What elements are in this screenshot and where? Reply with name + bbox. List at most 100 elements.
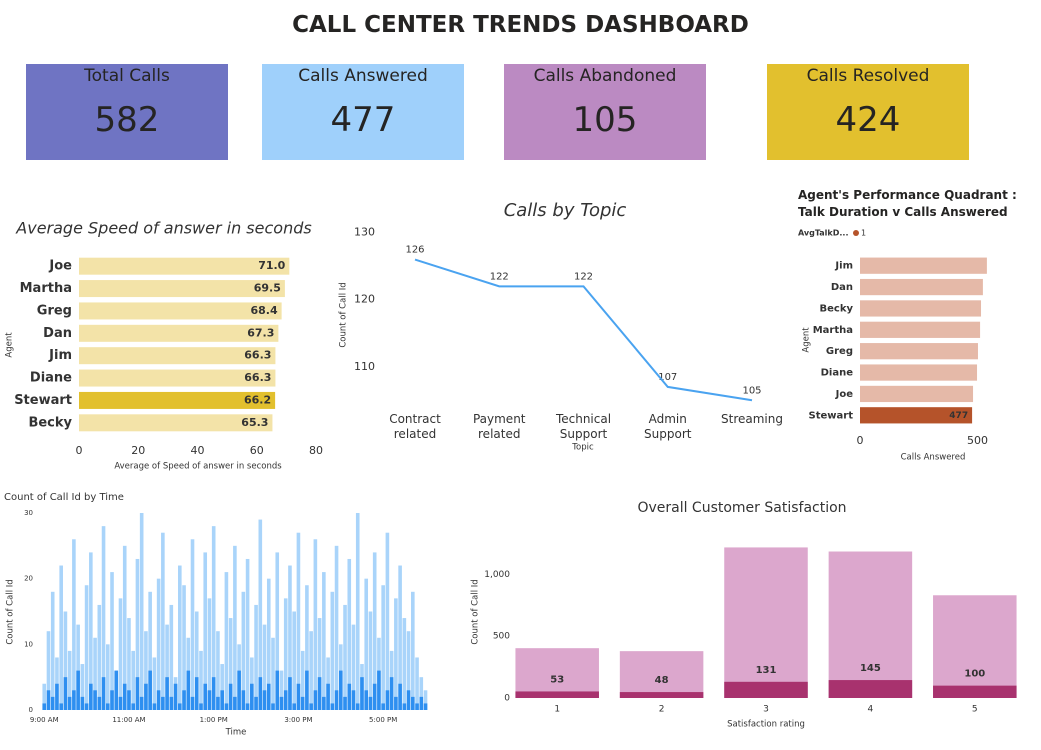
bar <box>398 683 402 710</box>
bar <box>161 696 165 710</box>
y-tick-label: Becky <box>28 415 72 430</box>
y-tick-label: 130 <box>354 226 375 239</box>
legend-title: AvgTalkD... <box>798 229 849 238</box>
y-tick-label: 500 <box>493 632 510 642</box>
bar <box>334 545 339 710</box>
y-tick-label: Joe <box>835 389 854 400</box>
bar <box>72 690 76 710</box>
x-tick-label: 0 <box>857 434 864 447</box>
bar <box>347 558 352 710</box>
bar <box>203 552 208 710</box>
bar <box>101 677 106 710</box>
bar <box>59 703 63 710</box>
bar <box>233 545 237 710</box>
bar <box>84 703 89 710</box>
chart-title: Average Speed of answer in seconds <box>15 219 311 238</box>
bar <box>619 651 704 698</box>
y-tick-label: Jim <box>834 261 853 272</box>
bar <box>279 670 284 710</box>
bar <box>178 703 182 710</box>
bar <box>139 696 144 710</box>
bar <box>355 513 360 710</box>
data-label: 145 <box>860 663 881 674</box>
x-tick-label: 60 <box>250 444 264 457</box>
kpi-label: Calls Resolved <box>806 66 930 86</box>
y-tick-label: Joe <box>48 259 72 274</box>
bar <box>131 703 136 710</box>
bar <box>334 690 339 710</box>
data-label: 107 <box>658 372 677 383</box>
bar <box>860 257 987 274</box>
bar <box>292 611 296 710</box>
bar <box>186 670 191 710</box>
bar <box>250 683 254 710</box>
y-tick-label: Dan <box>43 326 72 341</box>
bar <box>165 624 169 710</box>
bar <box>228 683 233 710</box>
bar <box>110 572 114 710</box>
bar <box>300 650 305 710</box>
bar <box>194 677 199 710</box>
bar <box>93 637 97 710</box>
kpi-label: Calls Answered <box>298 66 428 86</box>
bar <box>101 526 106 710</box>
bar <box>55 683 59 710</box>
bar <box>67 650 72 710</box>
bar <box>406 631 411 710</box>
bar <box>144 683 148 710</box>
bar <box>203 683 208 710</box>
bar <box>50 696 55 710</box>
bar <box>254 696 258 710</box>
bar <box>118 696 123 710</box>
bar <box>105 644 110 710</box>
bar <box>266 578 271 710</box>
bar <box>309 703 313 710</box>
bar <box>317 677 322 710</box>
bar <box>389 677 394 710</box>
kpi-value: 582 <box>94 100 160 140</box>
bar <box>254 604 258 710</box>
bar <box>423 703 428 710</box>
bar <box>275 552 280 710</box>
x-tick-label: 1 <box>554 705 560 715</box>
bar <box>385 532 390 710</box>
bar <box>245 558 250 710</box>
x-tick-label: 3 <box>763 705 769 715</box>
bar <box>84 585 89 710</box>
bar <box>330 591 335 710</box>
bar <box>381 703 385 710</box>
x-tick-label: 500 <box>967 434 988 447</box>
bar <box>271 637 275 710</box>
bar <box>262 690 267 710</box>
bar <box>419 696 424 710</box>
bar <box>423 690 428 710</box>
y-tick-label: 20 <box>24 575 33 583</box>
y-axis-title: Agent <box>802 327 812 353</box>
x-tick-label: 11:00 AM <box>112 716 145 724</box>
data-label: 65.3 <box>241 416 268 429</box>
bar <box>860 278 983 296</box>
bar <box>402 703 407 710</box>
bar <box>118 598 123 710</box>
data-label: 477 <box>949 411 968 421</box>
bar <box>178 565 182 710</box>
bar <box>224 572 229 710</box>
data-label: 68.4 <box>250 304 277 317</box>
kpi-card: Total Calls 582 <box>26 64 228 160</box>
bar <box>76 624 80 710</box>
chart-title: Count of Call Id by Time <box>4 492 124 503</box>
bar <box>283 598 288 710</box>
bar <box>173 683 178 710</box>
data-label: 131 <box>756 665 777 676</box>
bar <box>288 565 292 710</box>
y-tick-label: Becky <box>819 303 853 314</box>
kpi-card: Calls Answered 477 <box>262 64 464 160</box>
bar <box>207 690 212 710</box>
bar <box>199 703 203 710</box>
bar <box>79 347 276 365</box>
bar <box>372 552 377 710</box>
bar <box>860 343 978 360</box>
bar <box>343 696 347 710</box>
bar <box>394 696 398 710</box>
